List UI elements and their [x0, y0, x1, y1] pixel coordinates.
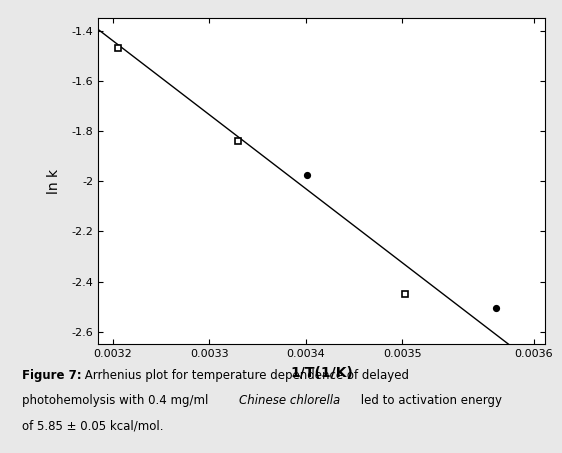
Text: Arrhenius plot for temperature dependence of delayed: Arrhenius plot for temperature dependenc…	[81, 369, 410, 382]
Text: photohemolysis with 0.4 mg/ml: photohemolysis with 0.4 mg/ml	[22, 394, 212, 407]
Text: Chinese chlorella: Chinese chlorella	[239, 394, 340, 407]
X-axis label: 1/T(1/K): 1/T(1/K)	[291, 366, 353, 380]
Text: led to activation energy: led to activation energy	[357, 394, 502, 407]
Text: of 5.85 ± 0.05 kcal/mol.: of 5.85 ± 0.05 kcal/mol.	[22, 419, 164, 432]
Text: Figure 7:: Figure 7:	[22, 369, 82, 382]
Y-axis label: ln k: ln k	[47, 169, 61, 194]
